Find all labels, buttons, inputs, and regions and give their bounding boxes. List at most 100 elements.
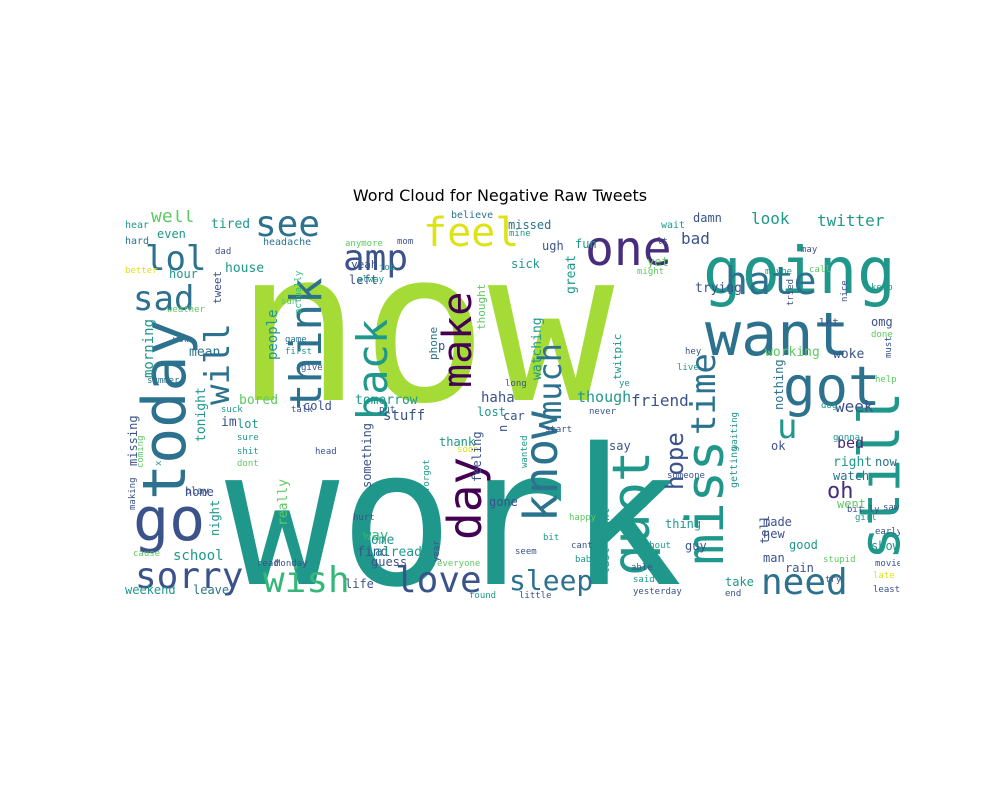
- cloud-word-sad: sad: [133, 279, 194, 319]
- cloud-word-nice: nice: [840, 280, 850, 302]
- cloud-word-without: without: [633, 541, 671, 551]
- cloud-word-thing: thing: [665, 517, 701, 531]
- cloud-word-mean: mean: [189, 345, 220, 360]
- cloud-word-able: able: [631, 563, 653, 573]
- cloud-word-wanted: wanted: [520, 435, 530, 468]
- cloud-word-dog: dog: [821, 401, 837, 411]
- cloud-word-put: put: [379, 405, 395, 415]
- cloud-word-thought: thought: [475, 284, 488, 330]
- cloud-word-weekend: weekend: [125, 583, 176, 597]
- cloud-word-mom: mom: [397, 237, 413, 247]
- cloud-word-find: find: [357, 545, 388, 560]
- cloud-word-found: found: [469, 591, 496, 598]
- cloud-word-already: already: [375, 545, 430, 560]
- cloud-word-trying: trying: [695, 281, 742, 296]
- cloud-word-mine: mine: [509, 229, 531, 239]
- cloud-word-im: im: [221, 415, 237, 430]
- cloud-word-life: life: [345, 577, 374, 591]
- cloud-word-great: great: [564, 255, 579, 294]
- cloud-word-x: x: [154, 460, 164, 466]
- cloud-word-seem: seem: [515, 547, 537, 557]
- cloud-word-happy: happy: [569, 513, 597, 523]
- cloud-word-fun: fun: [575, 237, 597, 251]
- cloud-word-sure: sure: [237, 433, 259, 443]
- cloud-word-sick: sick: [511, 257, 541, 271]
- cloud-word-go: go: [133, 485, 205, 555]
- cloud-word-today: today: [130, 319, 200, 500]
- cloud-word-gonna: gonna: [833, 433, 860, 443]
- cloud-word-give: give: [301, 363, 323, 373]
- cloud-word-say: say: [609, 439, 631, 453]
- cloud-word-house: house: [225, 261, 264, 276]
- cloud-word-game: game: [285, 335, 307, 345]
- cloud-word-bit-ly: bit ly: [847, 505, 880, 515]
- cloud-word-lot: lot: [237, 417, 259, 431]
- cloud-word-read: read: [257, 559, 279, 569]
- cloud-word-maybe: maybe: [765, 267, 792, 277]
- cloud-word-missing: missing: [126, 415, 140, 466]
- cloud-word-hard: hard: [125, 236, 149, 247]
- cloud-word-may: may: [801, 245, 818, 255]
- cloud-word-movie: movie: [875, 559, 900, 569]
- cloud-word-new: new: [763, 527, 785, 541]
- cloud-word-lol: lol: [145, 239, 206, 279]
- cloud-word-tried: tried: [786, 279, 796, 306]
- cloud-word-coming: coming: [136, 435, 146, 468]
- cloud-word-school: school: [173, 548, 224, 564]
- cloud-word-cause: cause: [133, 549, 160, 559]
- cloud-word-everyone: everyone: [437, 559, 480, 569]
- cloud-word-feeling: feeling: [470, 431, 484, 482]
- cloud-word-bit: bit: [543, 533, 559, 543]
- cloud-word-bad: bad: [681, 229, 710, 248]
- word-cloud: now work going want one got know day quot miss sti…: [125, 210, 900, 598]
- cloud-word-left: left: [349, 273, 378, 287]
- cloud-word-day: day: [438, 457, 492, 540]
- cloud-word-suck: suck: [221, 405, 243, 415]
- cloud-word-talk: talk: [291, 405, 313, 415]
- cloud-word-weather: weather: [167, 305, 206, 315]
- cloud-word-friend: friend: [631, 391, 689, 410]
- cloud-word-quot: quot: [602, 451, 662, 576]
- cloud-word-omg: omg: [871, 315, 893, 329]
- cloud-word-dont: dont: [237, 459, 259, 469]
- cloud-word-will: will: [198, 323, 238, 405]
- cloud-word-waiting: waiting: [730, 412, 740, 450]
- cloud-word-monday: Monday: [275, 559, 308, 569]
- cloud-word-bed: bed: [837, 434, 864, 452]
- cloud-word-early: early: [875, 527, 900, 537]
- cloud-word-hey: hey: [685, 347, 702, 357]
- cloud-word-anymore: anymore: [345, 239, 383, 249]
- cloud-word-gone: gone: [489, 495, 518, 509]
- cloud-word-guy: guy: [685, 539, 707, 553]
- cloud-word-actually: actually: [294, 270, 304, 314]
- cloud-word-think: think: [281, 278, 332, 410]
- cloud-word-live: live: [677, 363, 699, 373]
- cloud-word-wow: wow: [173, 335, 190, 345]
- cloud-word-going: going: [703, 235, 896, 309]
- cloud-word-tonight: tonight: [194, 387, 209, 442]
- cloud-word-long: long: [505, 379, 527, 389]
- cloud-word-twitpic: twitpic: [611, 334, 624, 380]
- cloud-word-one: one: [585, 221, 672, 277]
- cloud-word-guess: guess: [371, 555, 407, 569]
- cloud-word-hate: hate: [725, 259, 817, 303]
- cloud-word-baby: baby: [575, 555, 597, 565]
- cloud-word-got: got: [783, 355, 881, 418]
- cloud-word-man: man: [763, 551, 785, 565]
- cloud-word-now: now: [875, 455, 897, 469]
- cloud-word-haha: haha: [481, 390, 515, 406]
- cloud-word-nothing: nothing: [772, 359, 786, 410]
- cloud-word-time: time: [684, 353, 724, 435]
- cloud-word-n: n: [496, 425, 510, 432]
- cloud-word-missed: missed: [508, 218, 551, 232]
- cloud-word-made: made: [763, 515, 792, 529]
- cloud-word-least: least: [873, 585, 900, 595]
- cloud-word-work: work: [225, 408, 683, 598]
- cloud-word-wait: wait: [661, 220, 685, 231]
- cloud-word-cold: cold: [303, 399, 332, 413]
- cloud-word-car: car: [503, 409, 525, 423]
- cloud-word-love: love: [395, 560, 482, 598]
- cloud-word-know: know: [514, 411, 568, 522]
- cloud-word-watching: watching: [530, 317, 545, 380]
- cloud-word-lt: lt: [657, 237, 668, 247]
